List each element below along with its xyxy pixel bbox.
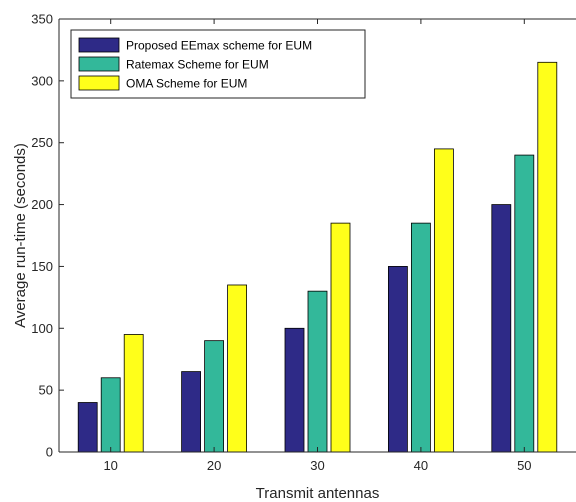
ticks-group: 0 50 100 150 200 250 300 350 10 20 30 40 50 [31, 12, 531, 474]
legend-label: OMA Scheme for EUM [126, 77, 247, 91]
y-axis-label: Average run-time (seconds) [12, 143, 29, 328]
legend: Proposed EEmax scheme for EUM Ratemax Sch… [70, 29, 366, 99]
x-tick-label: 10 [103, 458, 117, 473]
bar [387, 266, 408, 453]
y-tick-label: 100 [31, 321, 53, 336]
legend-box [70, 29, 366, 99]
y-tick-label: 250 [31, 135, 53, 150]
bar [410, 222, 431, 453]
legend-swatch [78, 56, 120, 72]
bar [227, 284, 248, 453]
bar [491, 204, 512, 453]
bar [181, 371, 202, 453]
x-tick-label: 30 [310, 458, 324, 473]
bar [433, 148, 454, 453]
y-tick-label: 200 [31, 197, 53, 212]
y-tick-label: 300 [31, 73, 53, 88]
bar [77, 402, 98, 453]
x-tick-label: 20 [207, 458, 221, 473]
bar [330, 222, 351, 453]
bar [514, 154, 535, 453]
bar [123, 334, 144, 453]
bar [284, 327, 305, 453]
bar [537, 61, 558, 453]
bars-group [77, 61, 558, 453]
y-tick-label: 50 [39, 383, 53, 398]
x-tick-label: 50 [517, 458, 531, 473]
legend-label: Ratemax Scheme for EUM [126, 58, 269, 72]
bar [204, 340, 225, 453]
bar [100, 377, 121, 453]
y-tick-label: 150 [31, 259, 53, 274]
x-axis-label: Transmit antennas [256, 485, 380, 502]
legend-label: Proposed EEmax scheme for EUM [126, 39, 312, 53]
legend-swatch [78, 37, 120, 53]
y-tick-label: 0 [46, 445, 53, 460]
x-tick-label: 40 [414, 458, 428, 473]
legend-swatch [78, 75, 120, 91]
bar [307, 290, 328, 453]
y-tick-label: 350 [31, 12, 53, 27]
